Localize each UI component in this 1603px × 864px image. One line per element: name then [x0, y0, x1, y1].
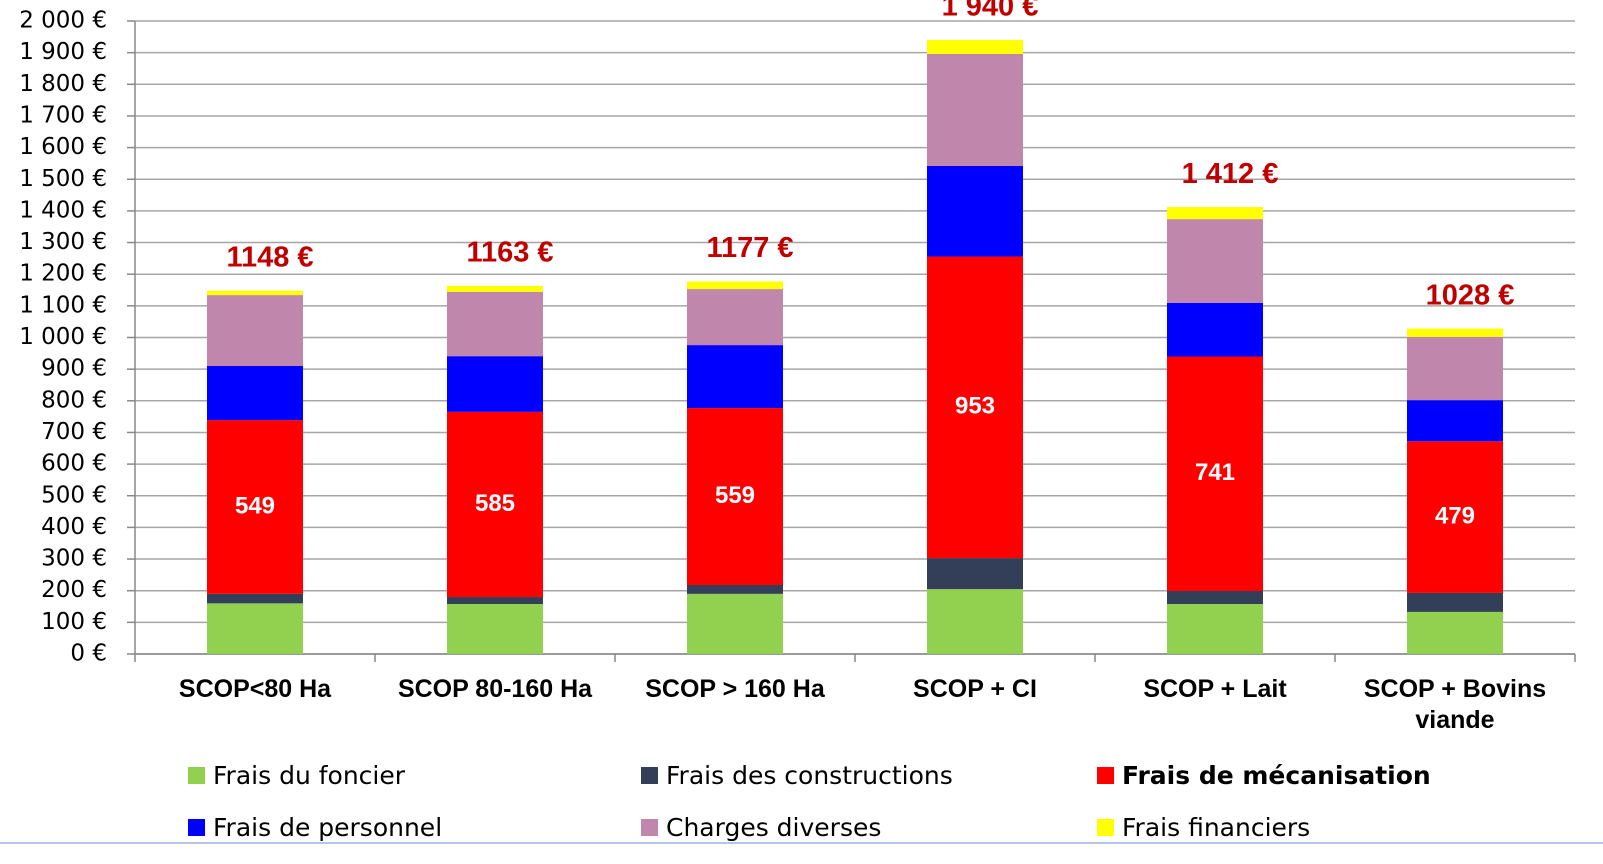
total-label: 1177 € [706, 232, 793, 264]
bar-segment [1167, 603, 1263, 654]
x-tick-label: SCOP + CI [913, 675, 1037, 703]
bar-segment [687, 281, 783, 290]
bar-segment [927, 165, 1023, 257]
segment-label: 479 [1435, 502, 1475, 529]
y-tick-label: 500 € [41, 482, 107, 508]
y-tick-label: 700 € [41, 419, 107, 445]
bar-segment [207, 295, 303, 366]
bar-segment [1407, 328, 1503, 337]
y-tick-label: 400 € [41, 514, 107, 540]
bar-segment [1167, 591, 1263, 604]
total-label: 1028 € [1426, 279, 1515, 311]
total-label: 1148 € [226, 241, 313, 273]
legend-label: Charges diverses [666, 813, 882, 842]
legend-swatch [1097, 819, 1114, 836]
bar-segment [447, 291, 543, 357]
segment-label: 741 [1195, 459, 1235, 486]
y-tick-label: 1 900 € [19, 39, 107, 65]
legend-item: Frais financiers [1097, 813, 1310, 842]
y-tick-label: 1 500 € [19, 166, 107, 192]
bar-segment [1167, 219, 1263, 304]
bar-segment [687, 289, 783, 346]
x-tick-label: SCOP + Lait [1143, 675, 1287, 703]
bar-segment [447, 603, 543, 654]
bar-segment [687, 345, 783, 409]
legend-swatch [641, 819, 658, 836]
y-tick-label: 1 700 € [19, 102, 107, 128]
bar-segment [927, 558, 1023, 590]
y-tick-label: 1 400 € [19, 197, 107, 223]
y-tick-label: 600 € [41, 451, 107, 477]
y-tick-label: 2 000 € [19, 8, 107, 34]
bar-segment [447, 356, 543, 412]
bar-segment [927, 256, 1023, 559]
legend-item: Frais de mécanisation [1097, 761, 1431, 790]
bar-segment [207, 593, 303, 604]
y-tick-label: 1 600 € [19, 134, 107, 160]
y-tick-label: 0 € [70, 641, 107, 667]
bar-segment [447, 285, 543, 292]
y-tick-label: 1 000 € [19, 324, 107, 350]
x-tick-label: SCOP<80 Ha [178, 675, 332, 703]
legend-item: Frais de personnel [188, 813, 442, 842]
bar-segment [927, 39, 1023, 54]
bar-segment [1407, 592, 1503, 612]
y-tick-label: 200 € [41, 577, 107, 603]
bar-segment [687, 585, 783, 594]
y-tick-label: 900 € [41, 356, 107, 382]
legend-swatch [1097, 767, 1114, 784]
total-label: 1 412 € [1182, 158, 1279, 190]
x-tick-label: SCOP > 160 Ha [645, 675, 825, 703]
segment-label: 585 [475, 490, 515, 517]
legend-label: Frais du foncier [213, 761, 406, 790]
legend-label: Frais de mécanisation [1122, 761, 1431, 790]
y-tick-label: 300 € [41, 546, 107, 572]
bar-segment [927, 53, 1023, 166]
bar-segment [1167, 207, 1263, 220]
bar-segment [1167, 303, 1263, 357]
x-tick-label: SCOP + Bovins viande [1363, 675, 1547, 734]
y-tick-label: 1 100 € [19, 292, 107, 318]
total-label: 1 940 € [942, 0, 1039, 23]
legend-swatch [188, 819, 205, 836]
y-tick-label: 1 200 € [19, 261, 107, 287]
segment-label: 549 [235, 492, 275, 519]
legend-label: Frais financiers [1122, 813, 1311, 842]
bar-segment [687, 408, 783, 586]
legend-item: Frais du foncier [188, 761, 405, 790]
bar-segment [1407, 336, 1503, 401]
bar-segment [207, 420, 303, 594]
bar-segment [447, 597, 543, 604]
legend-item: Charges diverses [641, 813, 881, 842]
segment-label: 559 [715, 482, 755, 509]
y-tick-label: 1 800 € [19, 71, 107, 97]
bar-segment [1407, 441, 1503, 593]
bar-segment [447, 411, 543, 598]
y-tick-label: 100 € [41, 609, 107, 635]
legend-item: Frais des constructions [641, 761, 953, 790]
total-label: 1163 € [466, 237, 553, 269]
legend-label: Frais des constructions [666, 761, 953, 790]
bar-segment [1167, 356, 1263, 592]
legend-swatch [188, 767, 205, 784]
legend-swatch [641, 767, 658, 784]
legend-label: Frais de personnel [213, 813, 443, 842]
segment-label: 953 [955, 393, 995, 420]
bar-segment [207, 603, 303, 654]
bar-segment [207, 290, 303, 296]
x-tick-label: SCOP 80-160 Ha [397, 675, 593, 703]
y-tick-label: 1 300 € [19, 229, 107, 255]
bar-segment [207, 365, 303, 421]
bar-segment [927, 589, 1023, 654]
bar-segment [687, 593, 783, 654]
bar-segment [1407, 400, 1503, 442]
y-tick-label: 800 € [41, 387, 107, 413]
bar-segment [1407, 611, 1503, 654]
